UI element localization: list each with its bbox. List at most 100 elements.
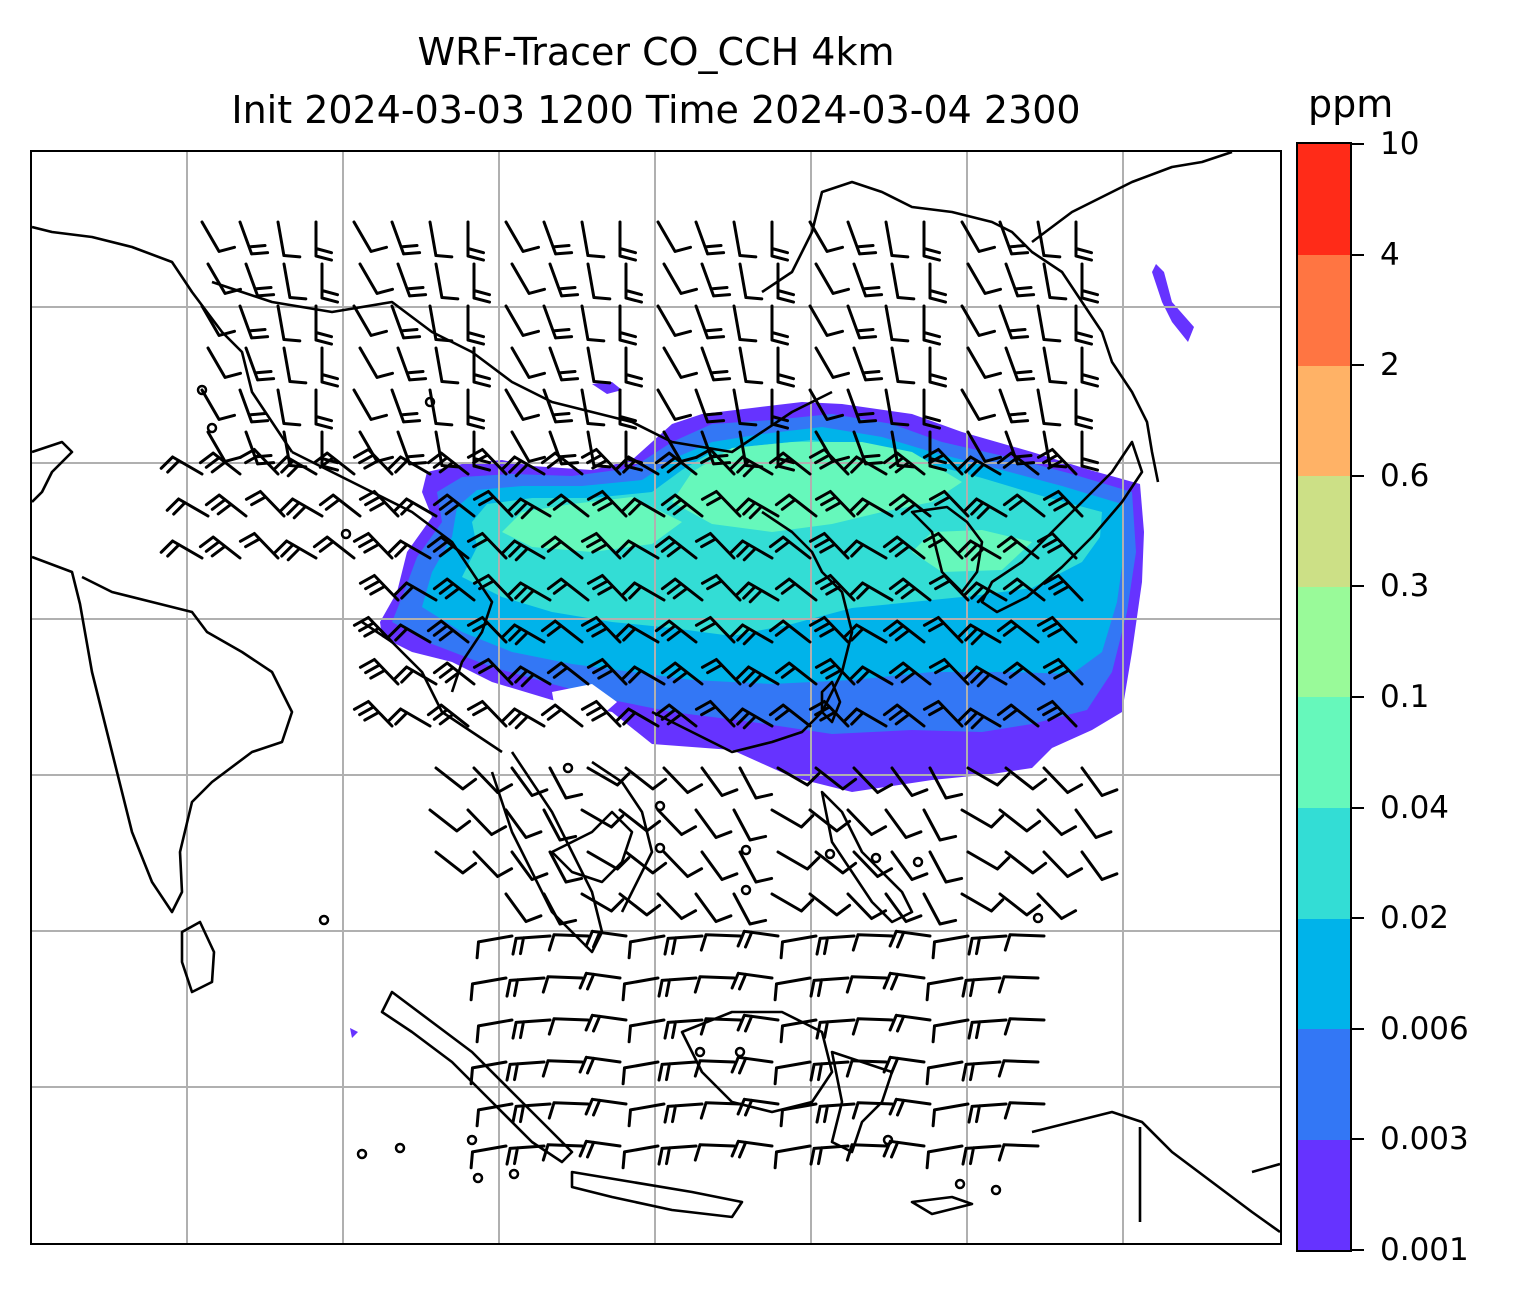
wind-barb xyxy=(738,850,774,884)
wind-barb xyxy=(396,346,428,382)
wind-barb xyxy=(504,388,540,421)
wind-barb xyxy=(966,262,1002,295)
wind-barb xyxy=(432,661,476,686)
wind-barb xyxy=(882,703,926,728)
colorbar-tick xyxy=(1352,585,1364,588)
wind-barb xyxy=(663,934,704,956)
wind-barb xyxy=(546,661,590,686)
wind-barb xyxy=(540,619,584,644)
calm-marker xyxy=(206,422,218,434)
wind-barb xyxy=(578,971,622,991)
wind-barb xyxy=(814,262,850,295)
wind-barb xyxy=(586,490,628,518)
wind-barb xyxy=(657,1144,698,1166)
wind-barb xyxy=(966,346,1002,379)
colorbar-tick-label: 0.1 xyxy=(1380,679,1430,715)
wind-barb xyxy=(542,220,574,256)
colorbar-tick-label: 0.003 xyxy=(1380,1121,1469,1158)
calm-marker xyxy=(654,800,666,812)
wind-barb xyxy=(957,455,1002,478)
wind-barb xyxy=(809,976,850,998)
wind-barb xyxy=(618,304,637,346)
calm-marker xyxy=(196,384,208,396)
wind-barb xyxy=(466,388,485,430)
wind-barb xyxy=(768,451,812,476)
colorbar-segment xyxy=(1298,254,1350,366)
wind-barb xyxy=(998,892,1042,917)
wind-barb xyxy=(656,892,698,920)
wind-barb xyxy=(586,574,628,602)
wind-barb xyxy=(730,971,774,991)
wind-barb xyxy=(809,1060,850,1082)
wind-barb xyxy=(890,346,916,385)
wind-barb xyxy=(238,388,270,424)
wind-barb xyxy=(922,448,964,476)
border-china-india xyxy=(291,450,494,693)
wind-barb xyxy=(779,934,818,960)
wind-barb xyxy=(621,581,666,602)
wind-barb xyxy=(774,577,818,602)
wind-barb xyxy=(504,220,540,253)
wind-barb xyxy=(814,574,856,602)
wind-barb xyxy=(586,766,631,787)
wind-barb xyxy=(352,304,388,337)
wind-barb xyxy=(352,388,388,421)
wind-barb xyxy=(586,346,612,385)
wind-barb xyxy=(957,623,1002,646)
calm-marker xyxy=(356,1148,368,1160)
wind-barb xyxy=(967,934,1008,956)
wind-barb xyxy=(541,975,584,994)
calm-marker xyxy=(318,914,330,926)
wind-barb xyxy=(204,493,248,518)
wind-barb xyxy=(967,1102,1008,1124)
wind-barb xyxy=(586,658,628,686)
wind-barb xyxy=(884,388,910,427)
wind-barb xyxy=(159,539,204,560)
wind-barb xyxy=(469,1144,508,1170)
wind-barb xyxy=(393,665,438,686)
wind-barb xyxy=(472,262,491,304)
wind-barb xyxy=(542,388,574,424)
wind-barb xyxy=(584,929,628,949)
wind-barb xyxy=(206,346,242,379)
wind-barb xyxy=(1036,808,1078,836)
wind-barb xyxy=(770,892,815,913)
wind-barb xyxy=(960,892,1005,913)
wind-barb xyxy=(808,616,850,644)
wind-barb xyxy=(960,388,996,421)
wind-barb xyxy=(434,850,478,875)
wind-barb xyxy=(358,658,400,686)
wind-barb xyxy=(815,934,856,956)
wind-barb xyxy=(729,455,774,478)
wind-barb xyxy=(475,1018,514,1044)
wind-barb xyxy=(1042,658,1084,686)
wind-barb xyxy=(1042,574,1084,602)
colorbar-tick xyxy=(1352,917,1364,920)
wind-barb xyxy=(1004,262,1036,298)
wind-barb xyxy=(244,262,276,298)
wind-barb xyxy=(884,304,910,343)
wind-barb xyxy=(997,1143,1040,1162)
wind-barb xyxy=(656,220,692,253)
wind-barb xyxy=(1036,388,1062,427)
wind-barb xyxy=(1080,850,1119,881)
wind-barb xyxy=(957,539,1002,562)
wind-barb xyxy=(580,808,625,829)
wind-barb xyxy=(882,535,926,560)
wind-barb xyxy=(510,430,546,463)
wind-barb xyxy=(845,1059,888,1078)
wind-barb xyxy=(808,388,844,421)
wind-barb xyxy=(507,497,552,520)
wind-barb xyxy=(662,850,704,878)
calm-marker xyxy=(882,1134,894,1146)
coast-north xyxy=(32,225,294,453)
wind-barb xyxy=(505,1144,546,1166)
wind-barb xyxy=(882,1055,926,1075)
wind-barb xyxy=(738,346,764,385)
wind-barb xyxy=(320,346,339,388)
wind-barb xyxy=(1036,448,1078,476)
wind-barb xyxy=(1042,490,1084,518)
wind-barb xyxy=(1042,766,1084,794)
calm-marker xyxy=(694,1046,706,1058)
wind-barb xyxy=(768,619,812,644)
